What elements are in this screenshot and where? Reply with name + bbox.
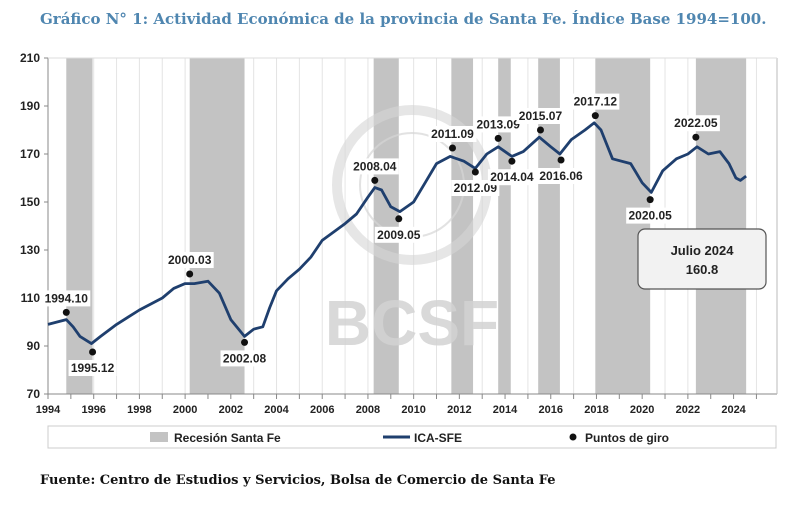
x-tick-label: 2016 — [539, 404, 563, 416]
legend-swatch-recession — [150, 432, 168, 442]
turning-point-label: 2020.05 — [628, 209, 672, 223]
y-tick-label: 170 — [20, 147, 40, 161]
turning-point-label: 2013.09 — [477, 117, 521, 131]
turning-point — [646, 196, 654, 204]
y-tick-label: 210 — [20, 51, 40, 65]
turning-point-label-bg — [374, 226, 423, 243]
x-tick-label: 2024 — [721, 404, 746, 416]
x-tick-label: 2010 — [401, 404, 425, 416]
turning-point — [508, 157, 516, 165]
turning-point-label: 2011.09 — [431, 127, 474, 141]
recession-band — [189, 58, 245, 394]
y-tick-label: 150 — [20, 195, 40, 209]
turning-point-label-bg — [571, 93, 620, 110]
turning-point-label: 2022.05 — [674, 116, 718, 130]
turning-point-label: 2016.06 — [539, 169, 583, 183]
turning-point-label: 2017.12 — [574, 95, 618, 109]
turning-point-label: 2002.08 — [223, 351, 267, 365]
annotation-value: 160.8 — [686, 262, 719, 277]
turning-point-label: 2009.05 — [377, 228, 421, 242]
turning-point — [89, 348, 97, 356]
x-tick-label: 2022 — [676, 404, 700, 416]
turning-point-label: 2008.04 — [353, 159, 397, 173]
legend-box — [47, 425, 777, 449]
y-tick-label: 90 — [27, 339, 41, 353]
x-tick-label: 1998 — [127, 404, 151, 416]
legend-label-recession: Recesión Santa Fe — [174, 431, 281, 445]
turning-point-label-bg — [68, 360, 117, 376]
x-tick-label: 1996 — [81, 404, 105, 416]
annotation-box — [637, 228, 767, 290]
x-tick-label: 2020 — [630, 404, 654, 416]
turning-point-label: 2015.07 — [519, 109, 563, 123]
y-tick-label: 110 — [21, 291, 41, 305]
recession-band — [695, 58, 747, 394]
y-tick-label: 130 — [20, 243, 40, 257]
chart-source: Fuente: Centro de Estudios y Servicios, … — [40, 473, 556, 488]
recession-band — [498, 58, 511, 394]
turning-point — [494, 134, 502, 142]
turning-point — [395, 215, 403, 223]
legend-swatch-turning-point — [569, 433, 577, 441]
turning-point-label-bg — [516, 108, 565, 124]
recession-band — [595, 58, 651, 394]
turning-point-label-bg — [487, 169, 536, 186]
x-tick-label: 2014 — [493, 404, 518, 416]
turning-point — [62, 308, 70, 316]
y-tick-label: 190 — [20, 99, 40, 113]
turning-point-label: 1994.10 — [45, 291, 89, 305]
turning-point — [591, 112, 599, 120]
turning-point-label-bg — [165, 252, 214, 268]
legend-label-ica-sfe: ICA-SFE — [414, 431, 462, 445]
turning-point-label-bg — [350, 158, 399, 175]
y-tick-label: 70 — [27, 387, 41, 401]
turning-point — [557, 156, 565, 164]
turning-point-label-bg — [626, 207, 675, 224]
turning-point — [186, 270, 194, 278]
x-tick-label: 2018 — [584, 404, 608, 416]
x-tick-label: 1994 — [36, 404, 61, 416]
x-tick-label: 2012 — [447, 404, 471, 416]
x-tick-label: 2006 — [310, 404, 334, 416]
turning-point-label-bg — [537, 168, 586, 184]
turning-point — [536, 126, 544, 134]
turning-point-label: 2012.09 — [454, 181, 498, 195]
turning-point — [241, 338, 249, 346]
turning-point-label: 1995.12 — [71, 361, 115, 375]
turning-point-label: 2014.04 — [490, 170, 534, 184]
turning-point — [471, 168, 479, 176]
x-tick-label: 2004 — [264, 404, 289, 416]
chart-title: Gráfico N° 1: Actividad Económica de la … — [40, 10, 767, 28]
recession-band — [66, 58, 93, 394]
turning-point-label-bg — [451, 180, 500, 196]
turning-point-label-bg — [428, 126, 477, 142]
series-line-ica-sfe — [47, 121, 747, 345]
turning-point-label: 2000.03 — [168, 253, 212, 267]
turning-point — [692, 133, 700, 141]
x-tick-label: 2008 — [356, 404, 380, 416]
turning-point-label-bg — [671, 115, 720, 132]
watermark-text: BCSF — [325, 287, 499, 359]
turning-point — [371, 176, 379, 184]
x-tick-label: 2000 — [173, 404, 197, 416]
turning-point-label-bg — [42, 290, 91, 307]
annotation-date: Julio 2024 — [671, 243, 735, 258]
legend-label-turning-points: Puntos de giro — [585, 431, 669, 445]
x-tick-label: 2002 — [219, 404, 243, 416]
turning-point — [448, 144, 456, 152]
turning-point-label-bg — [474, 116, 523, 133]
turning-point-label-bg — [220, 350, 269, 367]
